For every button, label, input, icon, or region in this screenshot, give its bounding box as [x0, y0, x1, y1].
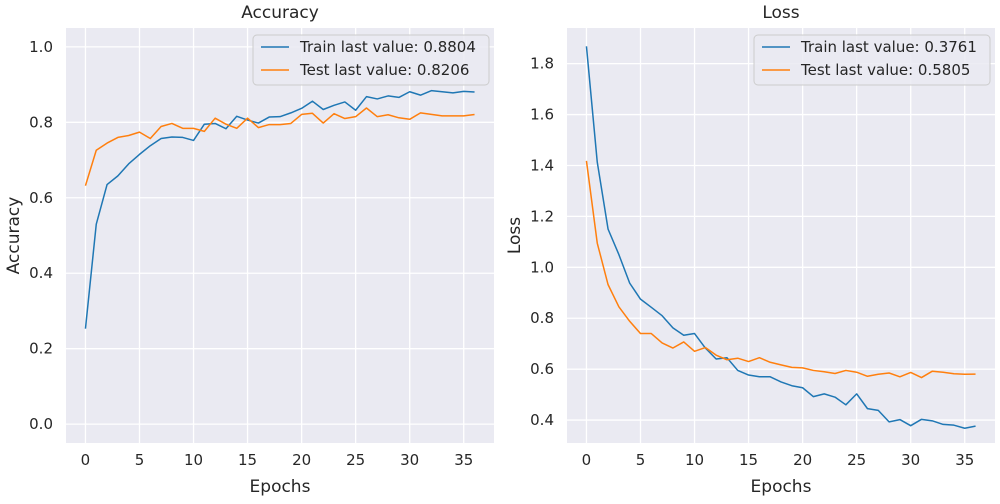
x-tick-label: 25: [847, 451, 866, 469]
y-tick-label: 0.6: [530, 360, 554, 378]
chart-title: Accuracy: [241, 3, 319, 23]
y-tick-label: 0.8: [530, 309, 554, 327]
y-tick-label: 0.6: [29, 189, 53, 207]
x-axis-label: Epochs: [751, 477, 812, 497]
legend-box: [252, 34, 490, 86]
x-tick-label: 35: [454, 451, 473, 469]
chart-panel-2: 0 5 10 15 20 25 30 35 0.4 0.6 0.8 1.0 1.2 1.4 1.6 1.8 Lo…: [505, 3, 995, 497]
legend-label-1: Train last value: 0.8804: [299, 38, 476, 56]
x-tick-label: 15: [739, 451, 758, 469]
x-tick-label: 0: [582, 451, 592, 469]
legend-label-2: Test last value: 0.8206: [299, 61, 469, 79]
plot-area: [567, 28, 995, 443]
x-tick-label: 20: [292, 451, 311, 469]
x-tick-label: 0: [81, 451, 91, 469]
y-tick-label: 0.4: [29, 264, 53, 282]
y-tick-label: 0.2: [29, 340, 53, 358]
x-tick-label: 20: [793, 451, 812, 469]
y-tick-label: 1.8: [530, 55, 554, 73]
x-tick-label: 30: [901, 451, 920, 469]
y-tick-label: 1.0: [29, 38, 53, 56]
x-tick-label: 10: [184, 451, 203, 469]
x-tick-label: 30: [400, 451, 419, 469]
x-tick-label: 25: [346, 451, 365, 469]
series-line-1: [84, 89, 475, 329]
chart-title: Loss: [762, 3, 799, 23]
y-tick-label: 1.4: [530, 156, 554, 174]
series-line-2: [585, 160, 976, 379]
x-axis-label: Epochs: [250, 477, 311, 497]
y-tick-label: 1.0: [530, 258, 554, 276]
legend-box: [753, 34, 991, 86]
y-tick-label: 1.6: [530, 106, 554, 124]
plot-area: [66, 28, 494, 443]
chart-panel-1: 0 5 10 15 20 25 30 35 0.0 0.2 0.4 0.6 0.8 1.0 Accuracy…: [4, 3, 494, 497]
x-tick-label: 10: [685, 451, 704, 469]
y-tick-label: 1.2: [530, 207, 554, 225]
y-axis-label: Accuracy: [4, 197, 24, 275]
series-line-2: [84, 107, 475, 186]
y-tick-label: 0.0: [29, 415, 53, 433]
y-axis-label: Loss: [505, 217, 525, 254]
legend-label-1: Train last value: 0.3761: [800, 38, 977, 56]
legend-label-2: Test last value: 0.5805: [800, 61, 970, 79]
y-tick-label: 0.8: [29, 113, 53, 131]
x-tick-label: 5: [636, 451, 646, 469]
x-tick-label: 35: [955, 451, 974, 469]
y-tick-label: 0.4: [530, 411, 554, 429]
x-tick-label: 5: [135, 451, 145, 469]
x-tick-label: 15: [238, 451, 257, 469]
series-line-1: [585, 46, 976, 429]
